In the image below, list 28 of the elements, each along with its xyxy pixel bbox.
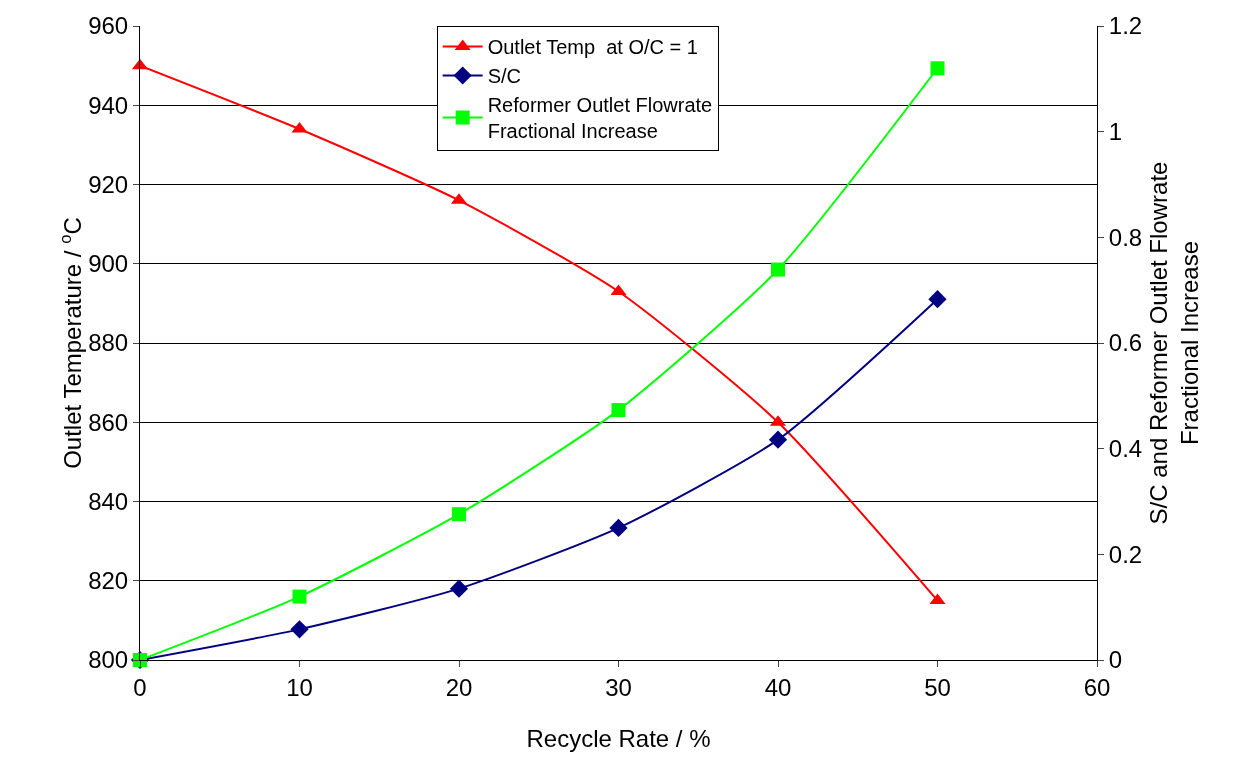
y2-tick-label: 0.4: [1108, 435, 1143, 463]
y-tick-label: 900: [88, 250, 129, 278]
y-tick-label: 820: [88, 567, 129, 595]
x-tick-label: 40: [764, 673, 792, 701]
y2-tick-label: 1.2: [1108, 12, 1143, 40]
y2-tick-label: 1: [1108, 118, 1123, 146]
y-tick-label: 880: [88, 329, 129, 357]
x-tick-label: 10: [286, 673, 313, 701]
x-tick-label: 20: [445, 673, 473, 701]
legend-label: Reformer Outlet Flowrate Fractional Increase: [487, 94, 713, 143]
y-tick-label: 920: [88, 170, 129, 198]
legend-label: S/C: [487, 65, 522, 88]
y-tick-label: 860: [88, 408, 129, 436]
y-tick-label: 940: [88, 91, 129, 119]
x-tick-label: 50: [924, 673, 951, 701]
x-tick-label: 60: [1083, 673, 1111, 701]
y2-tick-label: 0.2: [1108, 540, 1143, 568]
y2-tick-label: 0: [1108, 646, 1123, 674]
y-tick-label: 800: [88, 646, 129, 674]
legend-label: Outlet Temp at O/C = 1: [487, 36, 698, 59]
y-tick-label: 840: [88, 487, 129, 515]
y2-tick-label: 0.6: [1108, 329, 1143, 357]
y2-tick-label: 0.8: [1108, 223, 1143, 251]
x-tick-label: 0: [133, 673, 147, 701]
x-axis-title: Recycle Rate / %: [526, 725, 711, 753]
y2-axis-title: S/C and Reformer Outlet Flowrate Fractional Increase: [1145, 161, 1204, 525]
y-tick-label: 960: [88, 12, 129, 40]
x-tick-label: 30: [605, 673, 632, 701]
